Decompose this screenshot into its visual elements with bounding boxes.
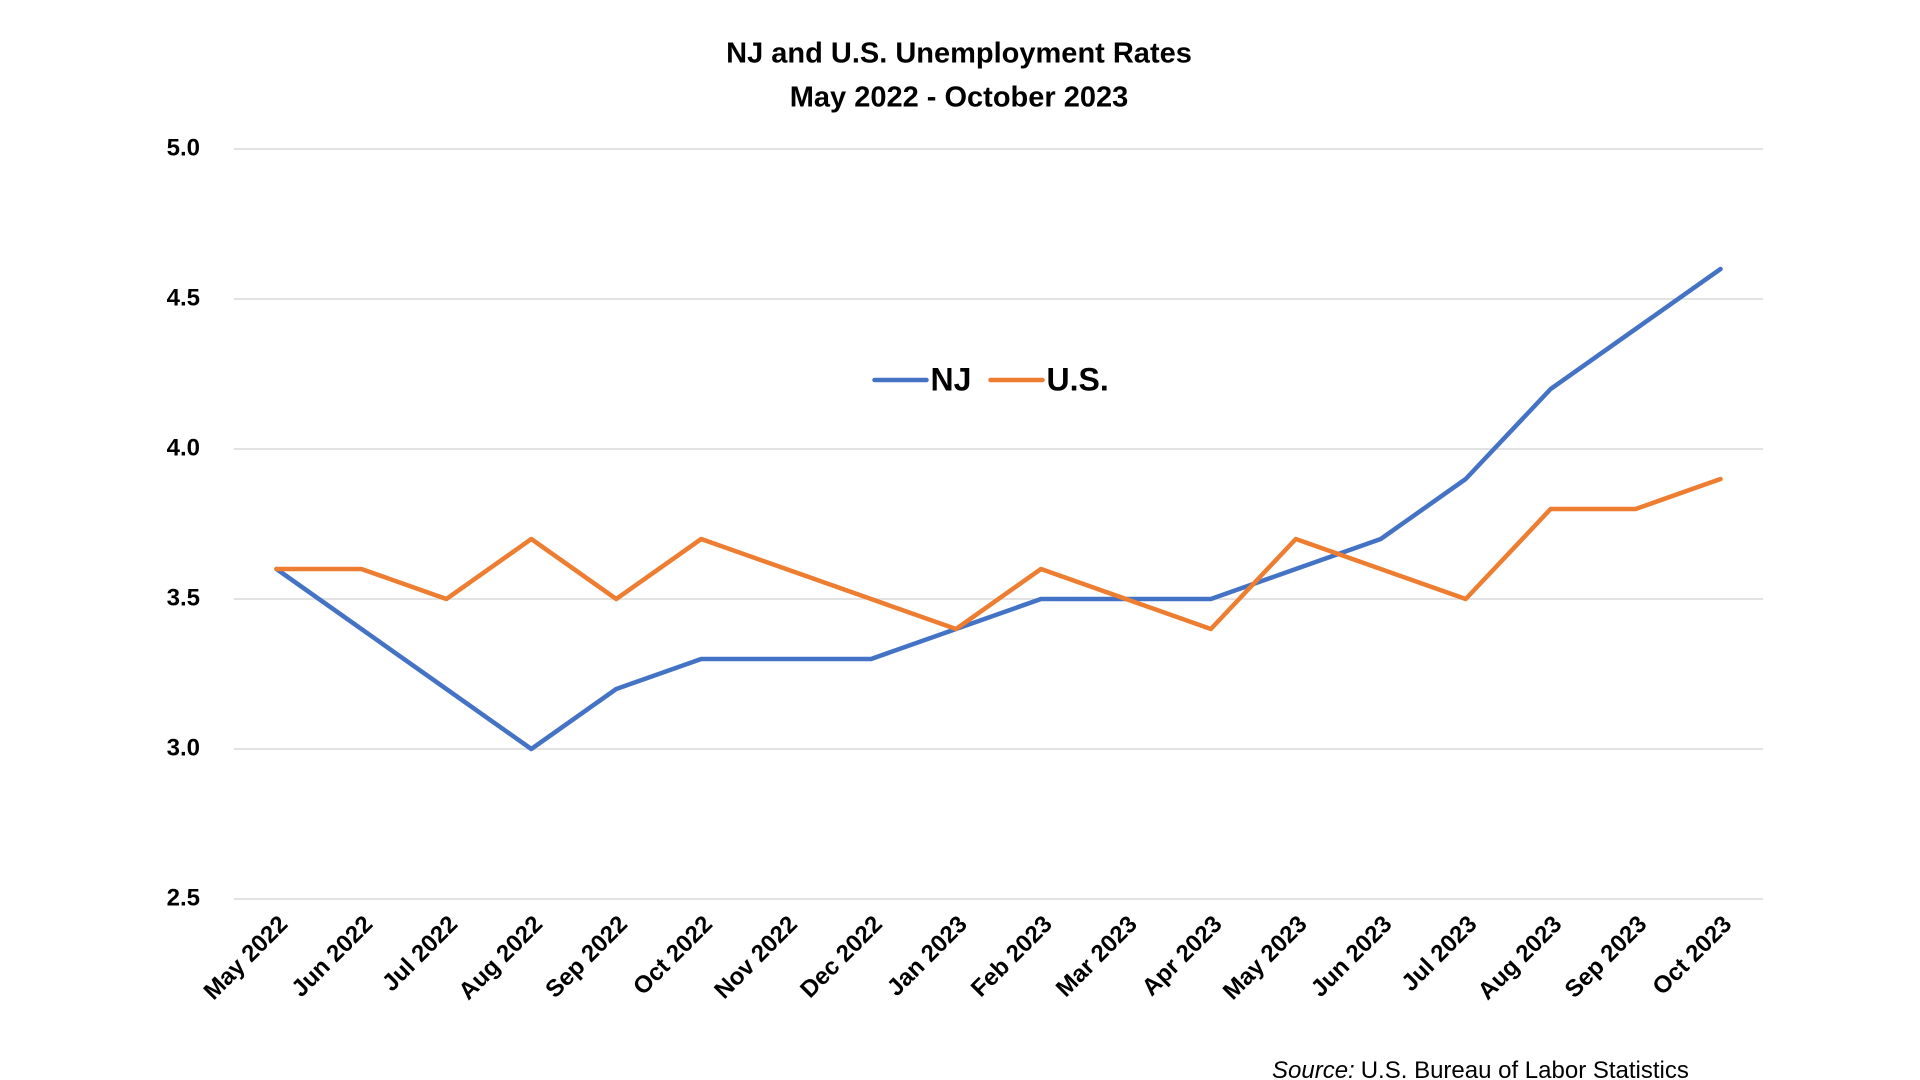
- x-tick-label: Jan 2023: [882, 911, 973, 1002]
- x-tick-label: Jun 2023: [1306, 911, 1398, 1003]
- x-tick-label: Oct 2023: [1647, 911, 1737, 1001]
- y-tick-label: 3.0: [167, 734, 200, 761]
- legend-label: NJ: [931, 361, 972, 397]
- y-tick-label: 2.5: [167, 884, 200, 911]
- x-tick-label: Sep 2023: [1560, 911, 1653, 1004]
- y-tick-label: 3.5: [167, 584, 200, 611]
- x-tick-label: Jul 2023: [1396, 911, 1482, 997]
- x-tick-label: Apr 2023: [1137, 911, 1228, 1002]
- y-tick-label: 4.5: [167, 284, 200, 311]
- x-tick-label: Oct 2022: [628, 911, 718, 1001]
- chart-title: NJ and U.S. Unemployment Rates: [726, 38, 1192, 70]
- x-tick-label: Sep 2022: [540, 911, 633, 1004]
- x-tick-label: Mar 2023: [1051, 911, 1143, 1003]
- chart-subtitle: May 2022 - October 2023: [790, 82, 1129, 114]
- line-series: [274, 476, 1723, 632]
- x-tick-label: Jul 2022: [377, 911, 463, 997]
- legend-label: U.S.: [1047, 361, 1109, 397]
- line-series: [274, 266, 1723, 752]
- x-tick-label: May 2023: [1218, 911, 1313, 1006]
- x-tick-label: Feb 2023: [966, 911, 1058, 1003]
- x-tick-label: Nov 2022: [709, 911, 803, 1005]
- y-tick-label: 4.0: [167, 434, 200, 461]
- x-tick-label: May 2022: [199, 911, 294, 1006]
- x-tick-label: Aug 2023: [1473, 911, 1568, 1006]
- source-label: Source:: [1272, 1057, 1355, 1080]
- source: Source: U.S. Bureau of Labor Statistics: [1272, 1057, 1689, 1080]
- x-tick-label: Jun 2022: [286, 911, 378, 1003]
- source-text: U.S. Bureau of Labor Statistics: [1361, 1057, 1689, 1080]
- y-tick-label: 5.0: [167, 134, 200, 161]
- x-tick-label: Aug 2022: [453, 911, 548, 1006]
- x-tick-label: Dec 2022: [795, 911, 888, 1004]
